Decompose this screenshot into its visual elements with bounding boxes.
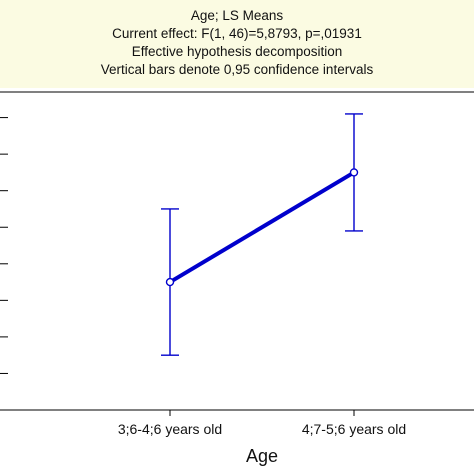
chart-subtitle-decomposition: Effective hypothesis decomposition (131, 44, 343, 59)
series-line-path (168, 170, 356, 284)
chart-title: Age; LS Means (190, 8, 284, 23)
series-line (168, 170, 356, 284)
error-bars (161, 113, 363, 356)
chart-subtitle-effect: Current effect: F(1, 46)=5,8793, p=,0193… (112, 26, 362, 41)
x-tick-label-1: 4;7-5;6 years old (302, 421, 406, 437)
x-tick-labels: 3;6-4;6 years old 4;7-5;6 years old (118, 421, 406, 437)
data-point-0 (165, 277, 175, 287)
data-point-1 (349, 168, 359, 177)
y-tick-marks (0, 117, 8, 374)
x-axis-label: Age (246, 446, 278, 466)
x-tick-label-0: 3;6-4;6 years old (118, 421, 222, 437)
x-tick-marks (169, 410, 355, 416)
data-points (165, 168, 359, 287)
chart-subtitle-ci: Vertical bars denote 0,95 confidence int… (100, 62, 374, 77)
chart-header: Age; LS Means Current effect: F(1, 46)=5… (0, 0, 474, 88)
